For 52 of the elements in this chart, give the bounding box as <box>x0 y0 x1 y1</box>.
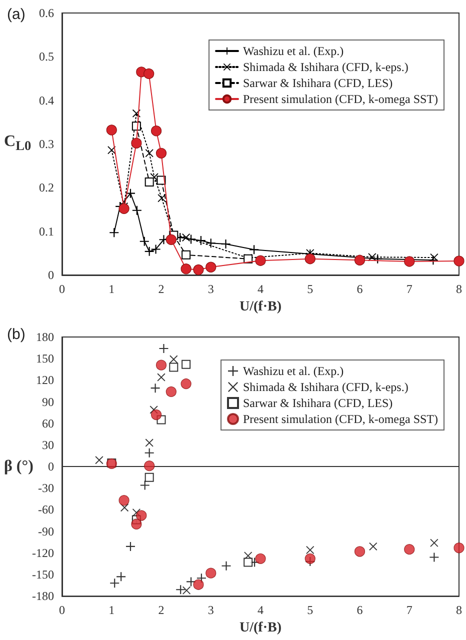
y-tick-label: 0 <box>48 460 54 474</box>
y-tick-label: -120 <box>32 546 54 560</box>
y-tick-label: 0 <box>48 268 54 282</box>
legend-label: Washizu et al. (Exp.) <box>243 364 344 378</box>
x-tick-label: 4 <box>258 603 264 618</box>
y-axis-title: C$_{L0}$ <box>4 133 32 154</box>
legend-label: Present simulation (CFD, k-omega SST) <box>243 412 438 426</box>
y-tick-label: 0.5 <box>39 50 54 64</box>
legend-label: Present simulation (CFD, k-omega SST) <box>243 92 438 106</box>
y-tick-label: 0.6 <box>39 6 54 20</box>
y-tick-label: 0.4 <box>39 93 54 108</box>
legend-label: Washizu et al. (Exp.) <box>243 44 344 58</box>
x-tick-label: 1 <box>108 282 115 296</box>
x-tick-label: 2 <box>158 603 164 618</box>
x-tick-label: 0 <box>59 282 65 296</box>
x-axis-title: U/(f·B) <box>240 620 282 636</box>
y-axis-title: β (°) <box>4 458 34 476</box>
legend-label: Shimada & Ishihara (CFD, k-eps.) <box>243 60 408 74</box>
y-tick-label: 30 <box>42 438 54 452</box>
y-tick-label: 150 <box>36 352 54 366</box>
legend-label: Sarwar & Ishihara (CFD, LES) <box>243 396 393 410</box>
x-tick-label: 8 <box>456 603 462 618</box>
x-tick-label: 5 <box>307 282 314 296</box>
x-tick-label: 0 <box>59 603 65 618</box>
y-tick-label: 180 <box>36 330 54 344</box>
x-tick-label: 6 <box>356 282 363 296</box>
y-tick-label: -90 <box>38 524 54 538</box>
y-tick-label: 60 <box>42 416 54 430</box>
x-axis-title: U/(f·B) <box>240 299 282 314</box>
y-tick-label: -30 <box>38 481 54 496</box>
x-tick-label: 5 <box>307 603 314 618</box>
y-tick-label: 90 <box>42 394 54 409</box>
x-tick-label: 2 <box>158 282 164 296</box>
chart-title: (b) <box>7 326 26 343</box>
y-tick-label: 0.3 <box>39 137 54 151</box>
y-tick-label: -180 <box>32 589 54 604</box>
y-tick-label: -60 <box>38 502 54 517</box>
y-tick-label: -150 <box>32 568 54 582</box>
x-tick-label: 3 <box>208 603 214 618</box>
y-tick-label: 0.2 <box>39 180 54 195</box>
x-tick-label: 1 <box>108 603 115 618</box>
x-tick-label: 3 <box>208 282 214 296</box>
legend-label: Sarwar & Ishihara (CFD, LES) <box>243 76 393 90</box>
chart-title: (a) <box>7 6 26 23</box>
y-tick-label: 0.1 <box>39 224 54 238</box>
legend-label: Shimada & Ishihara (CFD, k-eps.) <box>243 380 408 394</box>
x-tick-label: 8 <box>456 282 462 296</box>
y-tick-label: 120 <box>36 373 54 388</box>
x-tick-label: 4 <box>258 282 264 296</box>
x-tick-label: 7 <box>406 603 412 618</box>
x-tick-label: 7 <box>406 282 412 296</box>
x-tick-label: 6 <box>356 603 363 618</box>
